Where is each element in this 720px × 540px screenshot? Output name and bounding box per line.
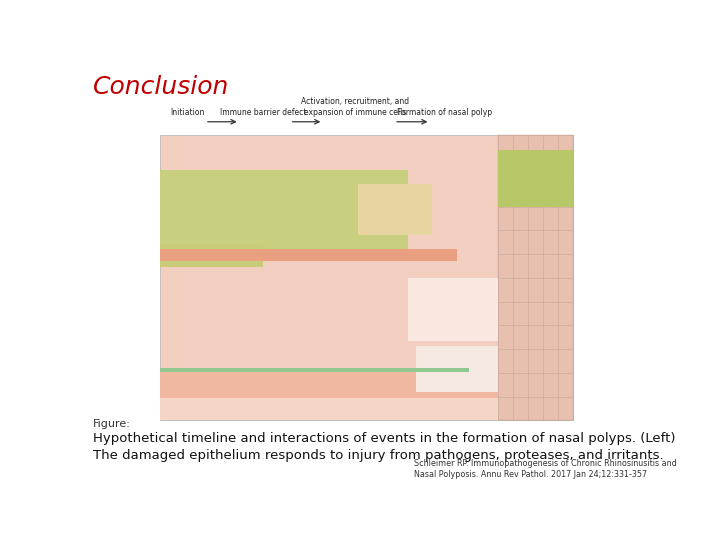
Text: Conclusion: Conclusion: [93, 75, 229, 99]
Text: Immune barrier defect: Immune barrier defect: [220, 108, 306, 117]
Text: The damaged epithelium responds to injury from pathogens, proteases, and irritan: The damaged epithelium responds to injur…: [93, 449, 663, 462]
Text: Initiation: Initiation: [171, 108, 204, 117]
Text: Figure:: Figure:: [93, 418, 130, 429]
Text: Schleimer RP. Immunopathogenesis of Chronic Rhinosinusitis and
Nasal Polyposis. : Schleimer RP. Immunopathogenesis of Chro…: [413, 459, 676, 478]
Bar: [160, 244, 263, 267]
Bar: [160, 368, 469, 372]
Bar: [160, 369, 498, 397]
Bar: [160, 249, 457, 261]
Bar: [408, 278, 498, 341]
Bar: [160, 397, 498, 420]
Bar: [498, 150, 572, 207]
Bar: [415, 346, 498, 392]
Text: Hypothetical timeline and interactions of events in the formation of nasal polyp: Hypothetical timeline and interactions o…: [93, 432, 675, 445]
Bar: [160, 170, 408, 249]
Bar: [358, 184, 432, 235]
Bar: [498, 136, 572, 420]
Text: Formation of nasal polyp: Formation of nasal polyp: [397, 108, 492, 117]
Bar: [160, 136, 572, 420]
Text: Activation, recruitment, and
expansion of immune cells: Activation, recruitment, and expansion o…: [301, 97, 409, 117]
